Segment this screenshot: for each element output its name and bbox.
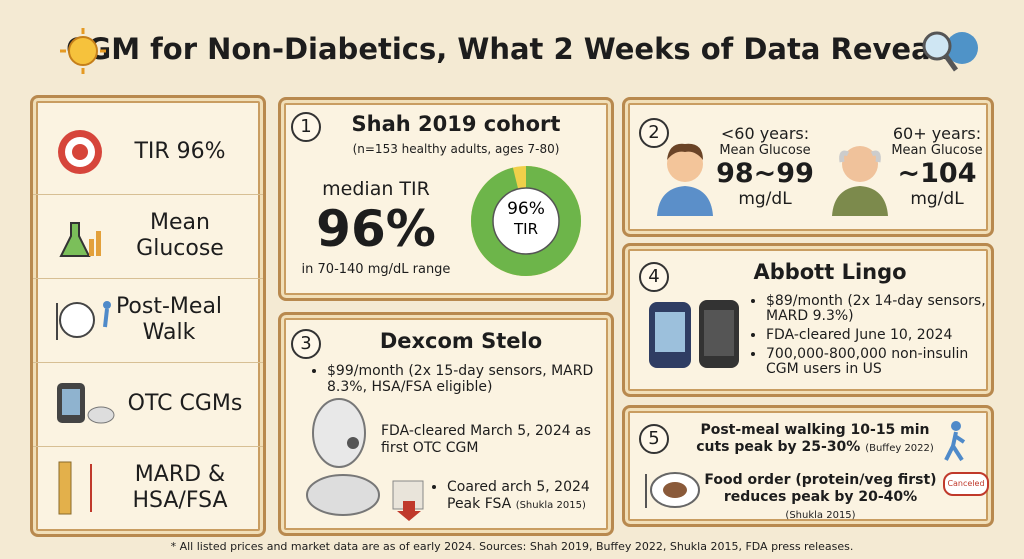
age: <60 years: [720, 124, 810, 143]
sun-icon [60, 28, 106, 74]
tip: Post-meal walking 10-15 min cuts peak by… [695, 422, 935, 457]
citation: (Shukla 2015) [515, 500, 586, 511]
panel-number: 1 [291, 112, 321, 142]
chart-icon [59, 222, 101, 257]
sidebar-item: TIR 96% [134, 139, 226, 164]
plate-walk-icon [56, 301, 111, 340]
donut-label: 96% [507, 199, 545, 219]
citation: (Buffey 2022) [865, 443, 934, 454]
stat-value: 96% [316, 200, 436, 258]
bullet-list: $99/month (2x 15-day sensors, MARD 8.3%,… [311, 363, 617, 399]
lingo-devices [649, 300, 739, 368]
bullet: FDA-cleared June 10, 2024 [766, 328, 996, 343]
panel-number: 5 [639, 424, 669, 454]
label: Mean Glucose [719, 143, 811, 158]
walker-icon [944, 421, 966, 462]
panel-1: 1 Shah 2019 cohort (n=153 healthy adults… [278, 97, 614, 301]
value: 98~99 [716, 158, 814, 189]
sidebar-item: Mean Glucose [136, 210, 224, 261]
tip-text: Food order (protein/veg first) reduces p… [704, 472, 937, 505]
panel-subtitle: (n=153 healthy adults, ages 7-80) [352, 142, 560, 156]
unit: mg/dL [738, 189, 792, 209]
tip-text: Post-meal walking 10-15 min cuts peak by… [696, 422, 930, 455]
bullet: $99/month (2x 15-day sensors, MARD 8.3%,… [327, 363, 617, 395]
stat-caption: median TIR [322, 178, 430, 200]
panel-2: 2 <60 years: Mean Glucose 98~99 mg/dL 60… [622, 97, 994, 237]
magnifier-globe-icon [922, 31, 978, 72]
bullet: Coared arch 5, 2024 Peak FSA (Shukla 201… [447, 479, 612, 514]
donut-chart: 96% TIR [471, 166, 581, 276]
bullet-list: $89/month (2x 14-day sensors, MARD 9.3%)… [750, 294, 996, 381]
sidebar-item: OTC CGMs [127, 391, 243, 416]
sidebar-item: Post-Meal Walk [115, 294, 223, 345]
value: ~104 [897, 158, 977, 189]
age-group: <60 years: Mean Glucose 98~99 mg/dL [715, 124, 815, 209]
bullet: $89/month (2x 14-day sensors, MARD 9.3%) [766, 294, 996, 324]
panel-number: 2 [639, 118, 669, 148]
bullet-text: FDA-cleared March 5, 2024 as first OTC C… [381, 423, 591, 456]
age: 60+ years: [892, 124, 982, 143]
panel-title: Shah 2019 cohort [351, 112, 561, 136]
page-title: CGM for Non-Diabetics, What 2 Weeks of D… [66, 32, 958, 66]
citation: (Shukla 2015) [785, 510, 856, 521]
older-person-icon [832, 146, 888, 216]
donut-sublabel: TIR [513, 220, 538, 238]
canceled-badge: Canceled [943, 472, 989, 496]
panel-5: 5 Post-meal walking 10-15 min cuts peak … [622, 405, 994, 527]
target-icon [58, 130, 102, 174]
panel-4: 4 Abbott Lingo $89/month (2x 14-day sens… [622, 243, 994, 397]
panel-number: 3 [291, 329, 321, 359]
bullet-text: Coared arch 5, 2024 Peak FSA [447, 479, 590, 512]
young-person-icon [657, 143, 713, 216]
arrow-icon [392, 480, 424, 521]
panel-title: Dexcom Stelo [379, 329, 543, 353]
panel-3: 3 Dexcom Stelo $99/month (2x 15-day sens… [278, 312, 614, 536]
sidebar-item: MARD & HSA/FSA [132, 462, 228, 513]
plate-icon [645, 472, 700, 508]
footer-note: * All listed prices and market data are … [170, 540, 854, 553]
devices-icon [57, 383, 115, 424]
donut-arc [471, 166, 581, 276]
ruler-icon [58, 461, 92, 515]
stat-note: in 70-140 mg/dL range [301, 262, 451, 277]
bullet: 700,000-800,000 non-insulin CGM users in… [766, 347, 996, 377]
sidebar: TIR 96% Mean Glucose Post-Meal Walk OTC … [30, 95, 266, 537]
label: Mean Glucose [891, 143, 983, 158]
panel-title: Abbott Lingo [753, 260, 907, 284]
bullet-list: Coared arch 5, 2024 Peak FSA (Shukla 201… [431, 479, 612, 518]
stelo-devices [306, 398, 380, 516]
unit: mg/dL [910, 189, 964, 209]
panel-number: 4 [639, 262, 669, 292]
age-group: 60+ years: Mean Glucose ~104 mg/dL [887, 124, 987, 209]
tip: Food order (protein/veg first) reduces p… [703, 472, 938, 524]
